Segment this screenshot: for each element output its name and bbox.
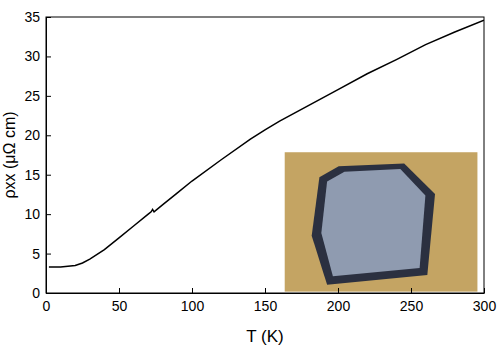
y-tick-label: 25 (24, 88, 40, 104)
x-tick-mark (119, 288, 120, 293)
x-tick: 100 (181, 288, 205, 314)
x-tick-mark (265, 288, 266, 293)
x-tick-label: 150 (254, 298, 278, 314)
y-tick: 20 (24, 127, 51, 143)
resistivity-line (49, 20, 484, 267)
y-tick-label: 20 (24, 127, 40, 143)
x-tick-label: 100 (181, 298, 205, 314)
x-tick-label: 300 (473, 298, 497, 314)
x-tick-mark (338, 288, 339, 293)
y-tick: 30 (24, 48, 51, 64)
inset-crystal-edge (312, 163, 435, 284)
inset-crystal (321, 169, 425, 276)
y-tick-mark (46, 254, 51, 255)
y-tick-mark (46, 293, 51, 294)
y-tick: 25 (24, 88, 51, 104)
y-tick-mark (46, 96, 51, 97)
x-axis-line (47, 293, 485, 294)
x-tick: 300 (473, 288, 497, 314)
y-tick-mark (46, 214, 51, 215)
x-axis: 0 50 100 150 200 250 300 (43, 288, 497, 314)
inset-photo (285, 152, 478, 291)
y-tick: 15 (24, 167, 51, 183)
plot-frame (46, 17, 484, 293)
y-tick-mark (46, 175, 51, 176)
x-tick-label: 250 (400, 298, 424, 314)
x-tick-label: 200 (327, 298, 351, 314)
y-tick-label: 0 (32, 285, 40, 301)
y-tick-mark (46, 17, 51, 18)
y-axis: 0 5 10 15 20 25 30 35 (24, 9, 51, 301)
y-tick: 10 (24, 206, 51, 222)
y-tick: 35 (24, 9, 51, 25)
x-tick: 250 (400, 288, 424, 314)
y-axis-title: ρxx (μΩ cm) (1, 111, 18, 198)
y-tick-label: 15 (24, 167, 40, 183)
y-tick-label: 10 (24, 206, 40, 222)
x-tick-mark (484, 288, 485, 293)
x-tick-mark (411, 288, 412, 293)
y-axis-line (46, 18, 47, 294)
y-tick-label: 5 (32, 246, 40, 262)
x-tick: 200 (327, 288, 351, 314)
y-tick-label: 35 (24, 9, 40, 25)
plot-area (49, 20, 484, 267)
y-tick-mark (46, 135, 51, 136)
x-tick-mark (192, 288, 193, 293)
y-tick: 5 (32, 246, 51, 262)
inset-background (285, 152, 478, 291)
x-tick-label: 0 (43, 298, 51, 314)
y-tick-mark (46, 56, 51, 57)
y-tick-label: 30 (24, 48, 40, 64)
y-tick: 0 (32, 285, 51, 301)
chart: 0 50 100 150 200 250 300 0 5 10 15 20 25 30 35 T (K) ρxx… (0, 0, 500, 352)
x-tick-label: 50 (112, 298, 128, 314)
x-tick: 150 (254, 288, 278, 314)
x-tick: 50 (112, 288, 128, 314)
x-axis-title: T (K) (246, 327, 283, 346)
